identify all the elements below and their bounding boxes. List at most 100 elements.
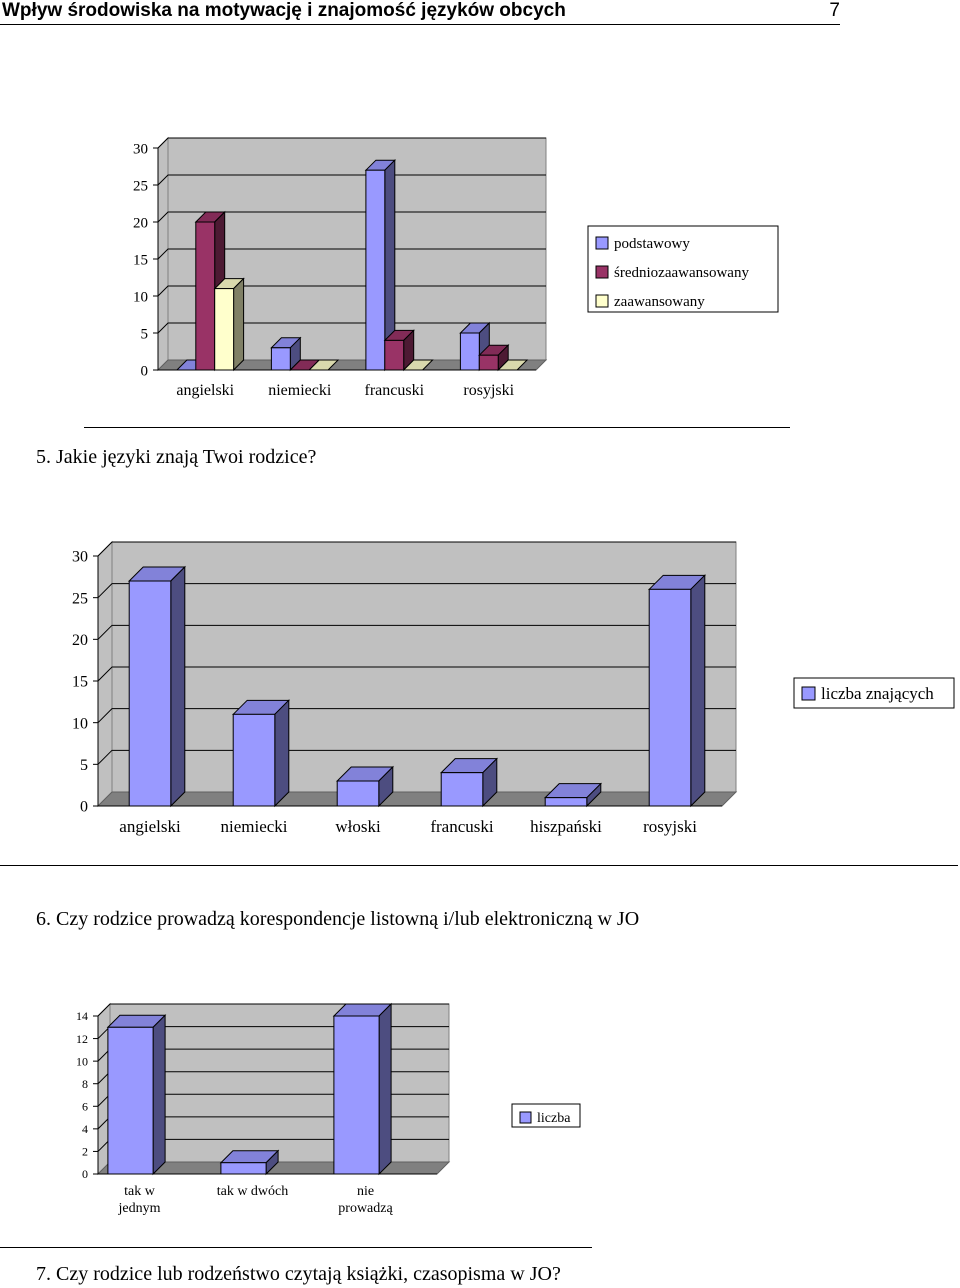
bar [332,1002,393,1176]
y-tick-label: 0 [80,799,88,816]
page-number: 7 [829,0,840,21]
page-header: Wpływ środowiska na motywację i znajomoś… [0,0,840,25]
bar-front [232,713,276,807]
x-tick-label: francuski [430,817,494,836]
bar-front [459,332,480,371]
legend-swatch [801,686,816,701]
gridline [97,1003,449,1017]
y-tick-label: 25 [133,178,148,194]
bar [647,574,707,808]
x-tick-label: angielski [119,817,181,836]
y-tick-label: 30 [133,141,148,157]
legend-swatch [519,1111,532,1124]
x-tick-label: niemiecki [268,382,332,399]
y-tick-label: 15 [72,674,88,691]
bar-top [402,359,434,371]
question-5: 5. Jakie języki znają Twoi rodzice? [36,446,317,468]
bar-front [107,1026,154,1175]
bar [106,1014,167,1176]
bar-front [333,1015,380,1175]
x-tick-label: nie [357,1184,374,1199]
bar-top [307,359,340,371]
header-title: Wpływ środowiska na motywację i znajomoś… [2,0,566,21]
gridline [157,248,546,260]
y-tick-label: 10 [72,715,88,732]
gridline [97,624,736,640]
y-tick-label: 5 [80,757,88,774]
bar-front [384,339,405,371]
bar-side [378,1002,392,1176]
y-tick-label: 15 [133,252,148,268]
bar [213,277,245,372]
gridline [97,749,736,765]
legend-label: średniozaawansowany [614,265,749,281]
x-tick-label: rosyjski [463,382,514,399]
legend-swatch [595,236,609,250]
y-tick-label: 4 [82,1122,88,1136]
bar [478,343,510,372]
gridline [157,285,546,297]
question-7: 7. Czy rodzice lub rodzeństwo czytają ks… [36,1263,561,1285]
bar-front [128,580,172,807]
bar [270,336,302,372]
bar-front [365,169,386,371]
bar [496,359,529,371]
y-tick-label: 0 [141,363,149,379]
bar [402,359,434,371]
bar-front [336,780,380,807]
y-tick-label: 12 [76,1032,88,1046]
gridline [157,211,546,223]
x-tick-label: jednym [118,1201,161,1216]
x-tick-label: tak w dwóch [217,1184,289,1199]
legend-label: zaawansowany [614,294,705,310]
legend-box [793,677,955,709]
gridline [97,708,736,724]
bar [383,329,415,372]
bar [364,158,397,372]
gridline [157,137,546,149]
y-tick-label: 10 [76,1054,88,1068]
y-tick-label: 5 [141,326,149,342]
legend-label: podstawowy [614,236,690,252]
legend-box [587,225,779,313]
question-6: 6. Czy rodzice prowadzą korespondencje l… [36,908,640,930]
bar [543,782,603,808]
bar [335,765,395,808]
y-tick-label: 14 [76,1009,88,1023]
y-tick-label: 20 [133,215,148,231]
x-tick-label: rosyjski [643,817,697,836]
bar-front [478,354,499,371]
x-tick-label: prowadzą [338,1201,393,1216]
gridline [157,174,546,186]
y-tick-label: 20 [72,632,88,649]
y-tick-label: 2 [82,1145,88,1159]
legend-label: liczba znających [821,684,934,703]
y-tick-label: 8 [82,1077,88,1091]
bar-top [496,359,529,371]
y-tick-label: 10 [133,289,148,305]
legend-swatch [595,265,609,279]
divider [0,1247,592,1248]
legend-swatch [595,294,609,308]
x-tick-label: tak w [124,1184,156,1199]
gridline [97,666,736,682]
bar [219,1149,280,1176]
x-tick-label: hiszpański [530,817,602,836]
bar-front [440,772,484,807]
y-tick-label: 30 [72,549,88,566]
divider [0,865,958,866]
bar-side [152,1014,166,1176]
bar [231,699,291,808]
bar-front [544,797,588,807]
gridline [97,541,736,557]
y-tick-label: 25 [72,590,88,607]
x-tick-label: niemiecki [220,817,287,836]
y-tick-label: 0 [82,1167,88,1181]
x-tick-label: włoski [335,817,381,836]
gridline [157,322,546,334]
bar [127,565,187,808]
y-tick-label: 6 [82,1099,88,1113]
